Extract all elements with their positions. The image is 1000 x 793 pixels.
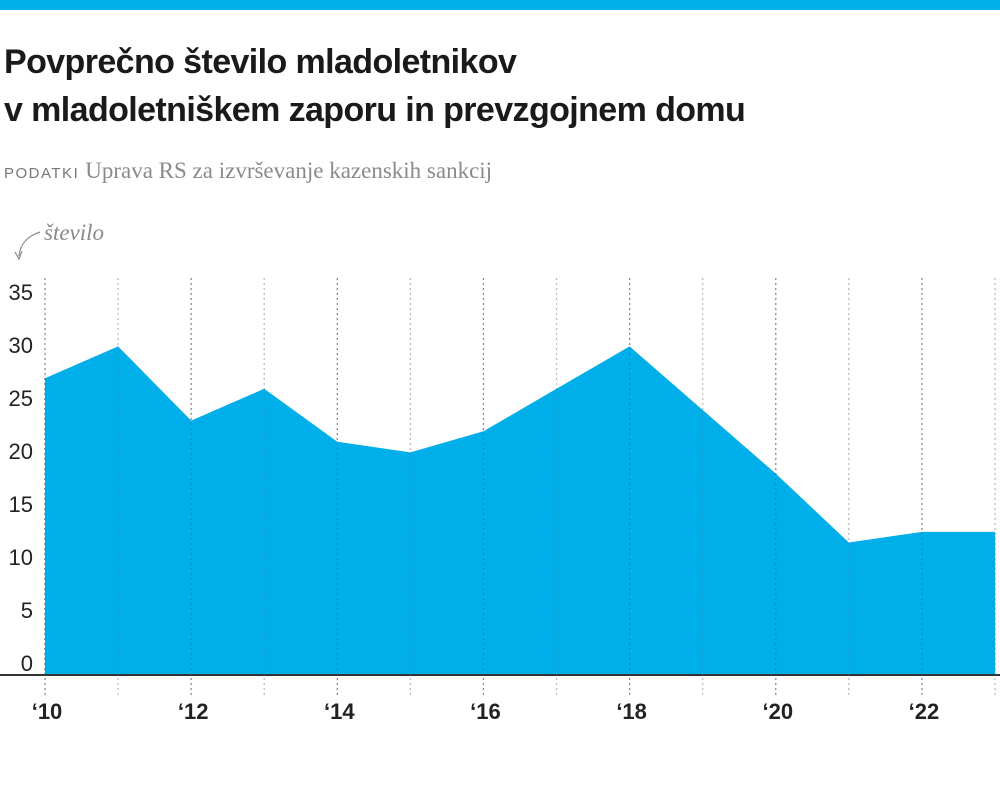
source-text: Uprava RS za izvrševanje kazenskih sankc…	[85, 158, 493, 183]
y-label-arrowhead-icon	[14, 250, 23, 261]
y-axis-label: število	[44, 220, 105, 245]
y-tick-label: 25	[9, 386, 33, 411]
y-tick-label: 5	[21, 598, 33, 623]
x-tick-label: ‘20	[762, 699, 793, 724]
top-accent-bar	[0, 0, 1000, 10]
source-note: PODATKI Uprava RS za izvrševanje kazenski…	[4, 158, 492, 184]
source-label: PODATKI	[4, 165, 80, 182]
x-tick-label: ‘14	[324, 699, 355, 724]
x-tick-label: ‘22	[909, 699, 940, 724]
y-tick-label: 0	[21, 651, 33, 676]
x-tick-label: ‘12	[178, 699, 209, 724]
y-tick-label: 30	[9, 333, 33, 358]
chart-title: Povprečno število mladoletnikov v mladol…	[4, 38, 746, 134]
area-series	[45, 346, 995, 675]
y-label-arrow-icon	[18, 231, 41, 257]
y-tick-label: 35	[9, 280, 33, 305]
y-tick-label: 15	[9, 492, 33, 517]
y-tick-label: 20	[9, 439, 33, 464]
x-tick-label: ‘18	[616, 699, 647, 724]
y-tick-label: 10	[9, 545, 33, 570]
x-tick-label: ‘16	[470, 699, 501, 724]
chart-title-line-1: Povprečno število mladoletnikov	[4, 43, 517, 81]
x-tick-label: ‘10	[32, 699, 63, 724]
chart-title-line-2: v mladoletniškem zaporu in prevzgojnem d…	[4, 91, 746, 129]
